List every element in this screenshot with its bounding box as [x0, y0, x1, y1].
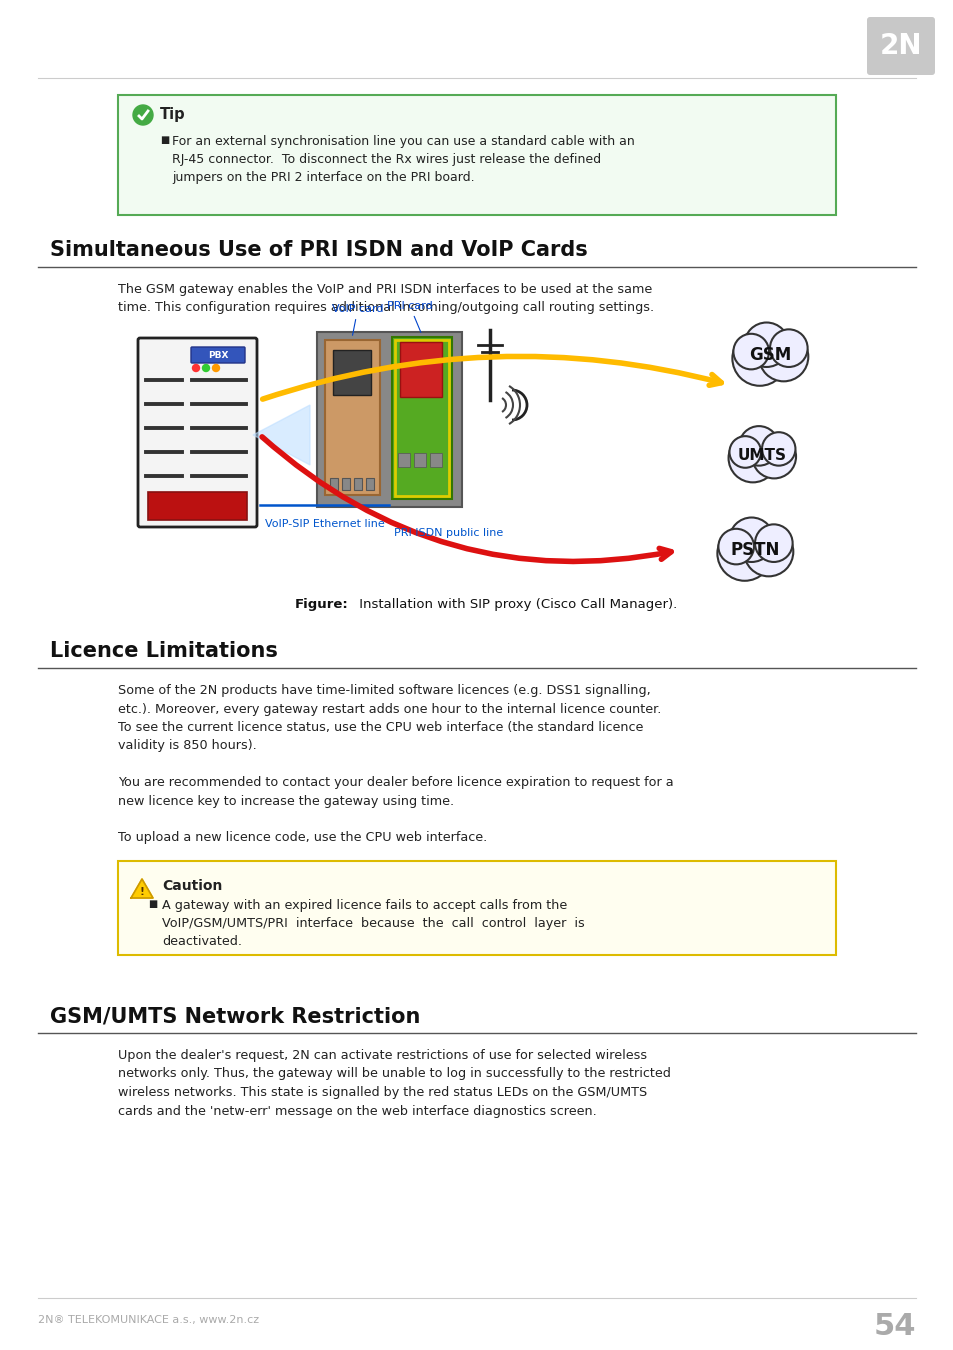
Text: Some of the 2N products have time-limited software licences (e.g. DSS1 signallin: Some of the 2N products have time-limite… — [118, 684, 650, 697]
Circle shape — [750, 433, 797, 479]
Text: Figure:: Figure: — [294, 598, 349, 612]
Text: Tip: Tip — [160, 108, 186, 123]
Text: new licence key to increase the gateway using time.: new licence key to increase the gateway … — [118, 795, 454, 807]
Text: 2N® TELEKOMUNIKACE a.s., www.2n.cz: 2N® TELEKOMUNIKACE a.s., www.2n.cz — [38, 1315, 259, 1324]
Circle shape — [761, 432, 795, 466]
Text: 2N: 2N — [879, 32, 922, 59]
FancyBboxPatch shape — [118, 95, 835, 215]
Text: For an external synchronisation line you can use a standard cable with an: For an external synchronisation line you… — [172, 135, 634, 148]
Bar — [366, 478, 374, 490]
Text: etc.). Moreover, every gateway restart adds one hour to the internal licence cou: etc.). Moreover, every gateway restart a… — [118, 702, 660, 716]
Circle shape — [733, 333, 768, 370]
Circle shape — [717, 528, 754, 566]
Text: !: ! — [139, 887, 144, 896]
Text: RJ-45 connector.  To disconnect the Rx wires just release the defined: RJ-45 connector. To disconnect the Rx wi… — [172, 153, 600, 166]
Text: VoIP-SIP Ethernet line: VoIP-SIP Ethernet line — [265, 518, 384, 529]
Circle shape — [193, 364, 199, 371]
Text: You are recommended to contact your dealer before licence expiration to request : You are recommended to contact your deal… — [118, 776, 673, 788]
Circle shape — [757, 331, 809, 382]
Text: GSM/UMTS Network Restriction: GSM/UMTS Network Restriction — [50, 1006, 420, 1026]
Circle shape — [730, 329, 787, 387]
Text: cards and the 'netw-err' message on the web interface diagnostics screen.: cards and the 'netw-err' message on the … — [118, 1104, 597, 1118]
Bar — [392, 338, 452, 500]
Circle shape — [132, 105, 152, 126]
Circle shape — [728, 433, 777, 482]
Circle shape — [718, 529, 753, 564]
Circle shape — [738, 425, 779, 467]
Circle shape — [742, 321, 789, 369]
Text: validity is 850 hours).: validity is 850 hours). — [118, 740, 256, 752]
Bar — [395, 340, 449, 495]
Bar — [148, 491, 247, 520]
Polygon shape — [253, 405, 310, 464]
Text: ■: ■ — [148, 899, 157, 909]
Text: wireless networks. This state is signalled by the red status LEDs on the GSM/UMT: wireless networks. This state is signall… — [118, 1085, 646, 1099]
Bar — [341, 478, 350, 490]
Circle shape — [727, 517, 774, 563]
Circle shape — [768, 328, 808, 369]
Bar — [397, 454, 410, 467]
Text: PBX: PBX — [208, 351, 228, 359]
Circle shape — [760, 432, 796, 467]
Circle shape — [759, 332, 807, 381]
Circle shape — [202, 364, 210, 371]
Bar — [325, 340, 379, 495]
Polygon shape — [131, 879, 152, 898]
Circle shape — [716, 525, 773, 582]
Circle shape — [743, 323, 788, 367]
Circle shape — [742, 526, 794, 578]
Circle shape — [732, 333, 769, 370]
Circle shape — [732, 331, 786, 386]
FancyBboxPatch shape — [138, 338, 256, 526]
Text: time. This configuration requires additional incoming/outgoing call routing sett: time. This configuration requires additi… — [118, 301, 654, 315]
Bar — [316, 332, 461, 508]
Text: UMTS: UMTS — [737, 447, 785, 463]
Bar — [430, 454, 441, 467]
Circle shape — [726, 432, 778, 483]
Text: VoIP card: VoIP card — [332, 304, 383, 335]
Text: The GSM gateway enables the VoIP and PRI ISDN interfaces to be used at the same: The GSM gateway enables the VoIP and PRI… — [118, 284, 652, 296]
Circle shape — [728, 435, 761, 468]
Text: Simultaneous Use of PRI ISDN and VoIP Cards: Simultaneous Use of PRI ISDN and VoIP Ca… — [50, 240, 587, 261]
FancyBboxPatch shape — [191, 347, 245, 363]
Bar — [330, 478, 337, 490]
Text: Upon the dealer's request, 2N can activate restrictions of use for selected wire: Upon the dealer's request, 2N can activa… — [118, 1049, 646, 1062]
Text: GSM: GSM — [748, 346, 790, 365]
Text: To see the current licence status, use the CPU web interface (the standard licen: To see the current licence status, use t… — [118, 721, 642, 734]
Text: Installation with SIP proxy (Cisco Call Manager).: Installation with SIP proxy (Cisco Call … — [355, 598, 677, 612]
Circle shape — [729, 436, 760, 467]
Bar — [333, 350, 371, 396]
Text: A gateway with an expired licence fails to accept calls from the: A gateway with an expired licence fails … — [162, 899, 567, 913]
Circle shape — [769, 329, 807, 367]
Bar — [414, 454, 426, 467]
Circle shape — [717, 526, 771, 580]
Circle shape — [754, 524, 792, 562]
Bar — [399, 342, 441, 397]
Circle shape — [743, 526, 793, 576]
Circle shape — [753, 524, 793, 563]
FancyBboxPatch shape — [866, 18, 934, 76]
Circle shape — [739, 427, 778, 466]
Text: networks only. Thus, the gateway will be unable to log in successfully to the re: networks only. Thus, the gateway will be… — [118, 1068, 670, 1080]
Bar — [354, 478, 361, 490]
Text: 54: 54 — [873, 1312, 915, 1341]
Text: Caution: Caution — [162, 879, 222, 892]
Text: jumpers on the PRI 2 interface on the PRI board.: jumpers on the PRI 2 interface on the PR… — [172, 171, 475, 184]
Text: PRI card: PRI card — [387, 301, 433, 332]
Circle shape — [213, 364, 219, 371]
Text: VoIP/GSM/UMTS/PRI  interface  because  the  call  control  layer  is: VoIP/GSM/UMTS/PRI interface because the … — [162, 917, 584, 930]
Text: PSTN: PSTN — [730, 541, 779, 559]
Text: deactivated.: deactivated. — [162, 936, 242, 948]
Text: To upload a new licence code, use the CPU web interface.: To upload a new licence code, use the CP… — [118, 832, 487, 844]
Text: ■: ■ — [160, 135, 169, 144]
Text: PRI ISDN public line: PRI ISDN public line — [394, 528, 503, 539]
Circle shape — [729, 517, 773, 562]
Circle shape — [752, 435, 795, 478]
FancyBboxPatch shape — [118, 861, 835, 954]
Text: Licence Limitations: Licence Limitations — [50, 641, 277, 662]
